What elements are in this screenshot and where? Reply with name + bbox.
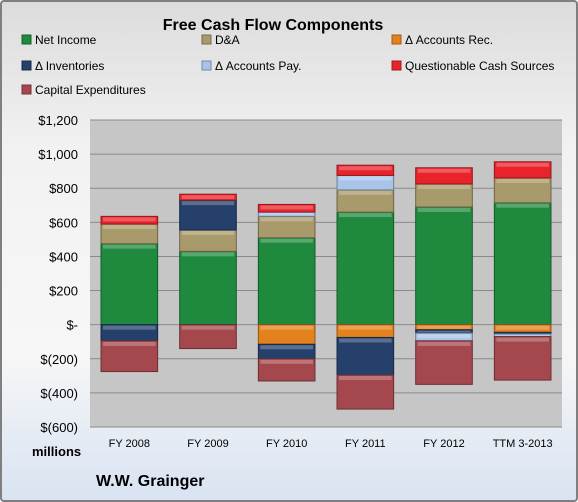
- bar-highlight: [339, 190, 392, 195]
- legend-swatch-inventories: [21, 60, 32, 71]
- bar-highlight: [181, 252, 235, 257]
- bar-questionable: [100, 215, 159, 225]
- bar-questionable: [493, 161, 552, 179]
- bar-highlight: [103, 341, 156, 346]
- y-tick-label: $800: [49, 181, 78, 196]
- bar-highlight: [496, 178, 549, 183]
- bar-highlight: [496, 325, 549, 330]
- bar-highlight: [339, 338, 392, 343]
- legend-label-capex: Capital Expenditures: [35, 83, 146, 97]
- bar-questionable: [336, 164, 395, 176]
- x-axis: FY 2008 FY 2009 FY 2010 FY 2011 FY 2012 TTM 3…: [109, 438, 553, 450]
- company-name: W.W. Grainger: [96, 473, 204, 490]
- bar-inventories: [179, 199, 237, 231]
- legend-label-accounts_pay: Δ Accounts Pay.: [215, 59, 302, 73]
- bar-highlight: [417, 168, 471, 173]
- y-tick-label: $(600): [40, 420, 78, 435]
- bar-highlight: [260, 325, 313, 330]
- bar-questionable: [415, 167, 473, 185]
- bar-highlight: [181, 231, 235, 236]
- bar-highlight: [496, 337, 549, 342]
- x-tick-label: FY 2008: [109, 438, 150, 450]
- y-tick-label: $400: [49, 249, 78, 264]
- legend: Net Income D&A Δ Accounts Rec. Δ Inventorie…: [21, 33, 554, 97]
- bar-highlight: [103, 217, 156, 222]
- x-tick-label: FY 2010: [266, 438, 307, 450]
- y-tick-label: $200: [49, 284, 78, 299]
- bar-highlight: [339, 325, 392, 330]
- y-axis: $(600) $(400) $(200) $- $200 $400 $600 $800 $1,0…: [38, 113, 78, 435]
- y-tick-label: $(200): [40, 352, 78, 367]
- bar-highlight: [260, 205, 313, 210]
- bar-highlight: [339, 375, 392, 380]
- bar-highlight: [260, 359, 313, 364]
- bar-highlight: [260, 345, 313, 350]
- bar-highlight: [260, 213, 313, 216]
- bar-capex: [415, 340, 473, 385]
- bar-capex: [493, 336, 552, 381]
- y-tick-label: $(400): [40, 386, 78, 401]
- bar-capex: [257, 358, 316, 382]
- x-tick-label: TTM 3-2013: [493, 438, 553, 450]
- legend-swatch-capex: [21, 84, 32, 95]
- y-tick-label: $-: [66, 318, 78, 333]
- legend-label-accounts_rec: Δ Accounts Rec.: [405, 33, 493, 47]
- bar-net_income: [493, 202, 552, 326]
- bar-net_income: [336, 211, 395, 326]
- legend-swatch-accounts_rec: [391, 34, 402, 45]
- bar-highlight: [417, 184, 471, 189]
- bar-highlight: [417, 334, 471, 339]
- plot-area: [90, 120, 562, 427]
- bar-highlight: [496, 162, 549, 167]
- bar-highlight: [496, 335, 549, 336]
- bar-net_income: [179, 250, 237, 326]
- bar-capex: [179, 324, 237, 350]
- bar-highlight: [417, 207, 471, 212]
- bar-capex: [100, 340, 159, 373]
- bar-net_income: [257, 237, 316, 326]
- legend-label-inventories: Δ Inventories: [35, 59, 104, 73]
- bar-highlight: [260, 238, 313, 243]
- bar-highlight: [417, 341, 471, 346]
- bar-net_income: [100, 243, 159, 326]
- bar-highlight: [339, 176, 392, 181]
- chart-title: Free Cash Flow Components: [163, 17, 384, 34]
- bar-net_income: [415, 206, 473, 326]
- bar-highlight: [181, 195, 235, 200]
- bar-highlight: [417, 325, 471, 329]
- y-axis-unit-label: millions: [32, 444, 81, 459]
- bar-questionable: [257, 203, 316, 213]
- legend-label-questionable: Questionable Cash Sources: [405, 59, 554, 73]
- bar-highlight: [339, 213, 392, 218]
- bar-da: [493, 177, 552, 204]
- legend-swatch-questionable: [391, 60, 402, 71]
- legend-swatch-da: [201, 34, 212, 45]
- bars: [100, 161, 552, 410]
- y-tick-label: $1,200: [38, 113, 78, 128]
- bar-questionable: [179, 193, 237, 201]
- legend-swatch-accounts_pay: [201, 60, 212, 71]
- legend-label-net_income: Net Income: [35, 33, 97, 47]
- bar-inventories: [336, 336, 395, 376]
- legend-label-da: D&A: [215, 33, 240, 47]
- bar-highlight: [181, 325, 235, 330]
- x-tick-label: FY 2012: [423, 438, 464, 450]
- bar-highlight: [181, 201, 235, 206]
- legend-swatch-net_income: [21, 34, 32, 45]
- y-tick-label: $600: [49, 215, 78, 230]
- bar-highlight: [496, 203, 549, 208]
- bar-highlight: [339, 166, 392, 171]
- x-tick-label: FY 2009: [187, 438, 228, 450]
- bar-highlight: [103, 244, 156, 249]
- bar-highlight: [103, 325, 156, 330]
- bar-highlight: [103, 225, 156, 230]
- bar-highlight: [260, 217, 313, 222]
- bar-highlight: [417, 330, 471, 333]
- y-tick-label: $1,000: [38, 147, 78, 162]
- x-tick-label: FY 2011: [345, 438, 386, 450]
- gridlines: [90, 119, 562, 428]
- bar-capex: [336, 374, 395, 410]
